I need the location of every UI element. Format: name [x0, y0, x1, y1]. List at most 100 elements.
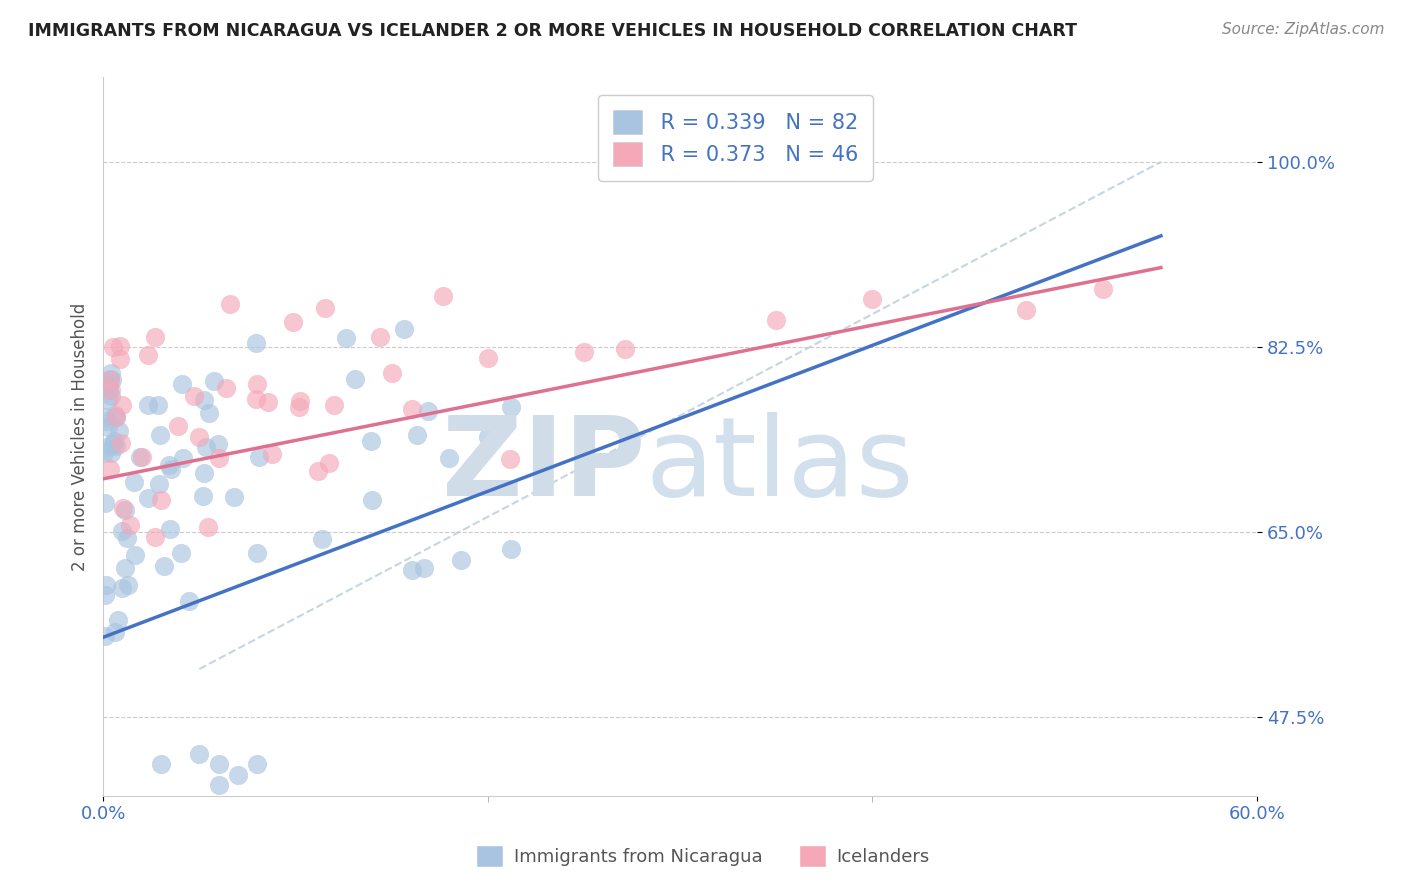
Point: [94, 496, 117, 510]
Point: [613, 342, 636, 356]
Point: [247, 450, 270, 464]
Point: [281, 315, 304, 329]
Point: [307, 464, 329, 478]
Point: [195, 440, 218, 454]
Point: [115, 532, 138, 546]
Point: [439, 450, 461, 465]
Point: [207, 757, 229, 772]
Point: [193, 489, 215, 503]
Point: [110, 524, 132, 538]
Point: [153, 558, 176, 573]
Point: [224, 490, 246, 504]
Point: [170, 546, 193, 560]
Point: [572, 345, 595, 359]
Point: [401, 563, 423, 577]
Point: [401, 402, 423, 417]
Point: [143, 530, 166, 544]
Point: [288, 394, 311, 409]
Point: [114, 561, 136, 575]
Point: [499, 541, 522, 556]
Point: [111, 581, 134, 595]
Point: [104, 409, 127, 423]
Point: [179, 594, 201, 608]
Point: [94, 629, 117, 643]
Point: [477, 429, 499, 443]
Point: [245, 392, 267, 406]
Point: [477, 351, 499, 365]
Point: [122, 475, 145, 490]
Point: [318, 456, 340, 470]
Point: [108, 424, 131, 438]
Point: [93, 378, 115, 392]
Point: [288, 401, 311, 415]
Point: [257, 394, 280, 409]
Point: [450, 553, 472, 567]
Point: [197, 519, 219, 533]
Point: [100, 374, 122, 388]
Point: [1092, 282, 1115, 296]
Point: [260, 447, 283, 461]
Point: [136, 348, 159, 362]
Point: [100, 383, 122, 397]
Point: [104, 410, 127, 425]
Point: [148, 476, 170, 491]
Point: [107, 613, 129, 627]
Point: [124, 548, 146, 562]
Point: [100, 367, 122, 381]
Point: [98, 461, 121, 475]
Point: [136, 398, 159, 412]
Point: [765, 313, 787, 327]
Point: [381, 366, 404, 380]
Point: [101, 437, 124, 451]
Point: [94, 578, 117, 592]
Point: [104, 624, 127, 639]
Point: [118, 518, 141, 533]
Point: [193, 466, 215, 480]
Point: [501, 400, 523, 414]
Point: [412, 561, 434, 575]
Point: [93, 446, 115, 460]
Point: [167, 419, 190, 434]
Point: [193, 392, 215, 407]
Point: [368, 330, 391, 344]
Point: [215, 381, 238, 395]
Point: [149, 427, 172, 442]
Point: [432, 289, 454, 303]
Point: [1015, 302, 1038, 317]
Point: [361, 493, 384, 508]
Point: [114, 503, 136, 517]
Point: [322, 398, 344, 412]
Point: [149, 493, 172, 508]
Point: [159, 522, 181, 536]
Point: [101, 340, 124, 354]
Point: [108, 352, 131, 367]
Point: [207, 778, 229, 792]
Point: [100, 389, 122, 403]
Point: [246, 376, 269, 391]
Point: [149, 757, 172, 772]
Point: [394, 321, 416, 335]
Legend:  R = 0.339   N = 82,  R = 0.373   N = 46: R = 0.339 N = 82, R = 0.373 N = 46: [598, 95, 873, 181]
Point: [172, 450, 194, 465]
Point: [202, 374, 225, 388]
Point: [104, 410, 127, 425]
Point: [245, 336, 267, 351]
Point: [96, 414, 118, 428]
Y-axis label: 2 or more Vehicles in Household: 2 or more Vehicles in Household: [72, 302, 89, 571]
Point: [136, 491, 159, 505]
Point: [406, 428, 429, 442]
Point: [93, 588, 115, 602]
Point: [226, 767, 249, 781]
Point: [170, 377, 193, 392]
Point: [98, 439, 121, 453]
Point: [97, 378, 120, 392]
Point: [97, 420, 120, 434]
Point: [97, 392, 120, 407]
Point: [117, 578, 139, 592]
Point: [219, 297, 242, 311]
Point: [207, 450, 229, 465]
Point: [335, 331, 357, 345]
Point: [98, 383, 121, 397]
Point: [98, 373, 121, 387]
Text: atlas: atlas: [645, 412, 914, 519]
